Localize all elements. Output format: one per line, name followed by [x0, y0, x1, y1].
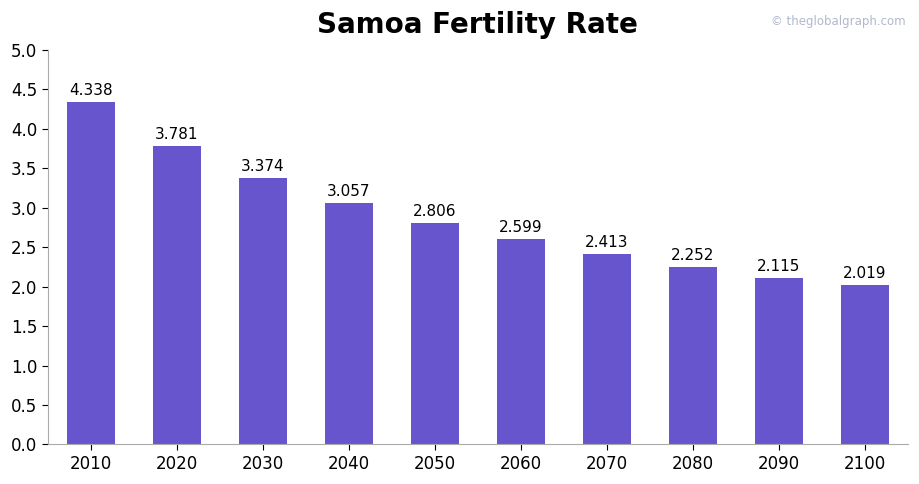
Text: 4.338: 4.338 — [69, 83, 113, 98]
Text: 2.806: 2.806 — [414, 204, 457, 219]
Bar — [239, 178, 287, 444]
Text: 2.252: 2.252 — [671, 248, 715, 263]
Text: 2.413: 2.413 — [585, 235, 629, 250]
Bar — [153, 146, 200, 444]
Text: © theglobalgraph.com: © theglobalgraph.com — [771, 15, 905, 28]
Text: 3.374: 3.374 — [241, 159, 285, 174]
Bar — [411, 223, 459, 444]
Text: 3.057: 3.057 — [327, 184, 370, 199]
Bar — [325, 203, 372, 444]
Title: Samoa Fertility Rate: Samoa Fertility Rate — [317, 11, 639, 39]
Text: 3.781: 3.781 — [155, 127, 199, 142]
Bar — [67, 102, 115, 444]
Bar — [669, 267, 717, 444]
Bar — [841, 285, 889, 444]
Bar — [584, 254, 630, 444]
Text: 2.599: 2.599 — [499, 220, 543, 235]
Bar — [497, 239, 545, 444]
Text: 2.019: 2.019 — [843, 266, 887, 281]
Bar — [755, 277, 802, 444]
Text: 2.115: 2.115 — [757, 258, 800, 273]
